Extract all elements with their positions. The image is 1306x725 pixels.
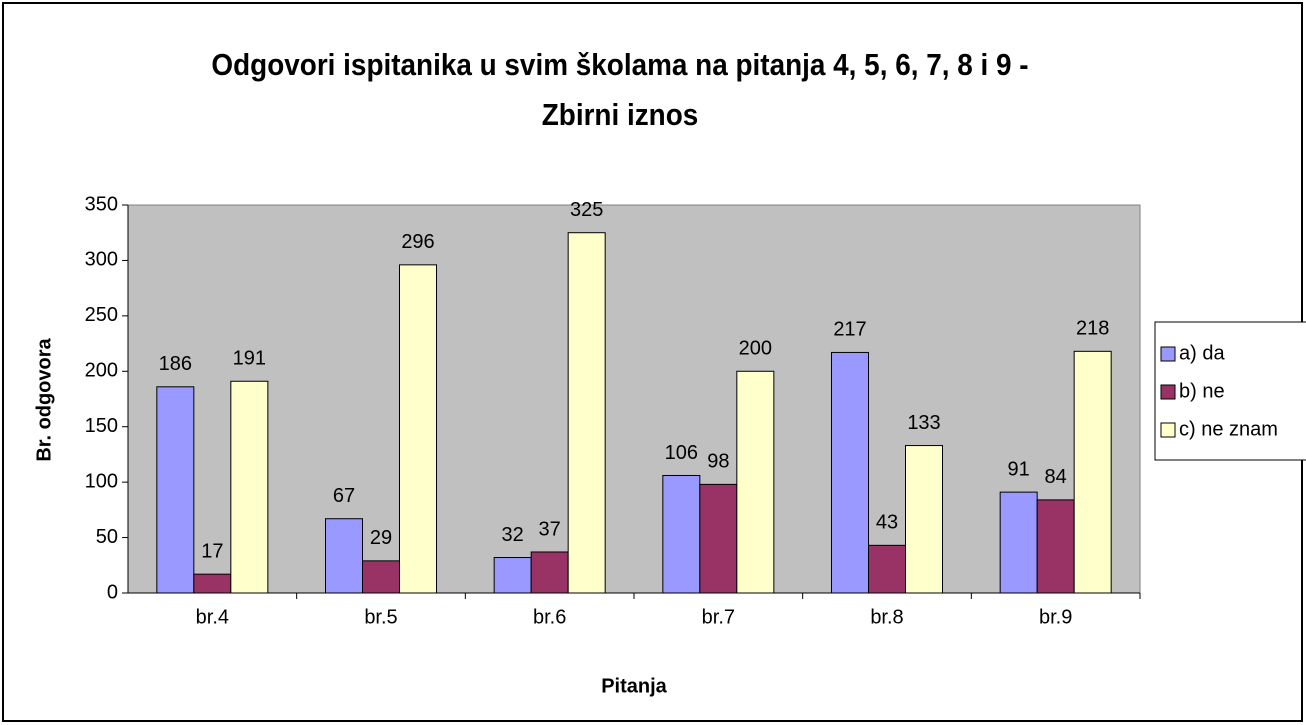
value-label: 133: [907, 412, 940, 434]
value-label: 67: [333, 485, 355, 507]
value-label: 186: [159, 353, 192, 375]
value-label: 200: [739, 338, 772, 360]
bar: [325, 518, 363, 594]
y-tick-label: 0: [107, 581, 118, 603]
value-label: 98: [707, 451, 729, 473]
bar: [699, 483, 738, 594]
x-tick-label: br.7: [702, 606, 735, 628]
x-tick-label: br.9: [1039, 606, 1072, 628]
value-label: 91: [1008, 458, 1030, 480]
value-label: 191: [233, 348, 266, 370]
bar: [905, 445, 943, 594]
plot-area: [127, 204, 1141, 594]
bar: [831, 351, 869, 594]
bar: [230, 380, 269, 594]
bar: [868, 544, 906, 594]
y-tick-label: 200: [85, 360, 118, 382]
x-tick-label: br.4: [196, 606, 229, 628]
y-tick-label: 100: [85, 470, 118, 492]
legend-swatch: [1160, 346, 1176, 362]
value-label: 43: [876, 512, 898, 534]
value-label: 17: [201, 540, 223, 562]
bar: [399, 264, 437, 594]
x-axis-label: Pitanja: [601, 675, 667, 697]
chart-title: Odgovori ispitanika u svim školama na pi…: [211, 47, 1029, 132]
value-label: 37: [539, 518, 561, 540]
y-tick-label: 150: [85, 415, 118, 437]
bar: [1073, 350, 1112, 594]
value-label: 84: [1045, 466, 1067, 488]
value-label: 106: [665, 442, 698, 464]
bar: [736, 370, 775, 594]
bar: [156, 386, 195, 594]
value-label: 217: [833, 319, 866, 341]
x-tick-label: br.6: [533, 606, 566, 628]
bar: [999, 491, 1038, 594]
bar: [567, 232, 606, 594]
legend-label: a) da: [1179, 342, 1225, 364]
x-tick-label: br.8: [870, 606, 903, 628]
value-label: 32: [502, 524, 524, 546]
bar: [193, 573, 232, 594]
legend-label: c) ne znam: [1179, 418, 1278, 440]
value-label: 325: [570, 199, 603, 221]
y-axis-label: Br. odgovora: [33, 337, 55, 461]
bar: [662, 474, 701, 594]
legend-swatch: [1160, 384, 1176, 400]
legend-box: [1154, 321, 1306, 461]
y-tick-label: 300: [85, 249, 118, 271]
y-tick-label: 350: [85, 193, 118, 215]
value-label: 296: [401, 231, 434, 253]
bar: [1036, 499, 1075, 594]
value-label: 29: [370, 527, 392, 549]
legend-swatch: [1160, 422, 1176, 438]
value-label: 218: [1076, 318, 1109, 340]
bar: [530, 551, 569, 594]
y-tick-label: 250: [85, 304, 118, 326]
legend-label: b) ne: [1179, 380, 1225, 402]
x-tick-label: br.5: [364, 606, 397, 628]
bar: [362, 560, 400, 594]
y-tick-label: 50: [96, 526, 118, 548]
bar: [493, 557, 532, 594]
